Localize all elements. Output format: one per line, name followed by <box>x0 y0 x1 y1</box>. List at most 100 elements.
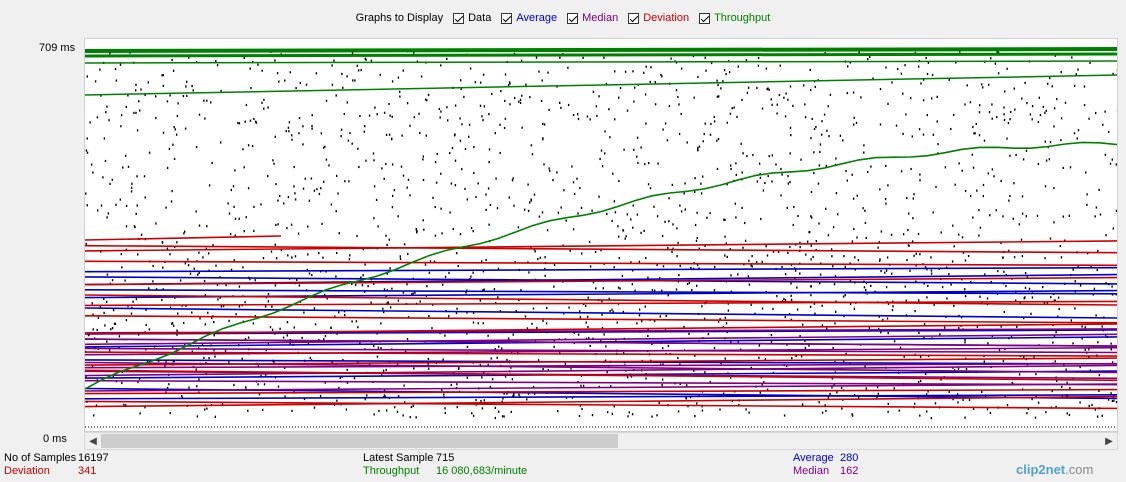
data-point <box>587 296 589 299</box>
data-point <box>987 172 989 175</box>
data-point <box>403 243 406 246</box>
data-point <box>362 274 364 277</box>
data-point <box>410 405 413 409</box>
data-point <box>388 102 390 106</box>
data-point <box>604 130 606 133</box>
data-point <box>789 85 792 88</box>
results-graph <box>84 47 1119 428</box>
checkbox-average[interactable]: Average <box>501 12 557 24</box>
checkbox-throughput-label: Throughput <box>714 12 771 24</box>
data-point <box>249 67 251 70</box>
data-point <box>654 289 656 292</box>
data-point <box>487 334 489 337</box>
data-point <box>678 103 680 106</box>
scroll-right-arrow-icon[interactable]: ▶ <box>1105 435 1113 447</box>
data-point <box>297 232 300 235</box>
scroll-left-arrow-icon[interactable]: ◀ <box>89 435 97 447</box>
data-point <box>454 184 457 187</box>
data-point <box>272 159 274 162</box>
data-point <box>507 337 510 340</box>
data-point <box>474 81 477 84</box>
data-point <box>470 227 473 230</box>
data-point <box>737 65 739 68</box>
data-point <box>852 91 855 94</box>
data-point <box>1073 84 1076 87</box>
data-point <box>761 107 764 110</box>
average-label: Average <box>793 452 834 464</box>
data-point <box>835 192 838 195</box>
data-point <box>269 326 272 329</box>
checkbox-median-box[interactable] <box>567 12 579 24</box>
data-point <box>541 211 544 214</box>
data-point <box>1026 412 1028 415</box>
data-point <box>145 323 147 327</box>
data-point <box>123 403 125 406</box>
data-point <box>1002 215 1004 218</box>
data-point <box>742 246 744 249</box>
data-point <box>410 293 413 296</box>
data-point <box>758 356 760 359</box>
data-point <box>538 70 540 73</box>
data-point <box>611 308 613 311</box>
data-point <box>399 95 401 98</box>
checkbox-deviation-box[interactable] <box>628 12 640 24</box>
data-point <box>171 190 173 193</box>
data-point <box>512 333 514 336</box>
data-point <box>427 357 430 360</box>
data-point <box>648 162 650 165</box>
data-point <box>986 297 989 300</box>
checkbox-throughput-box[interactable] <box>699 12 711 24</box>
data-point <box>136 175 138 178</box>
data-point <box>243 56 245 59</box>
data-point <box>173 126 175 129</box>
data-point <box>1029 113 1032 116</box>
data-point <box>385 133 388 136</box>
data-point <box>919 173 921 176</box>
data-point <box>740 142 742 145</box>
data-point <box>434 205 436 209</box>
data-point <box>472 414 475 417</box>
data-point <box>310 177 313 180</box>
data-point <box>869 55 871 59</box>
data-point <box>713 346 716 350</box>
data-point <box>245 103 248 107</box>
data-point <box>499 310 501 313</box>
horizontal-scrollbar[interactable]: ◀ ▶ <box>84 432 1118 450</box>
data-point <box>1023 317 1025 320</box>
data-point <box>680 112 682 116</box>
data-point <box>494 132 496 135</box>
data-point <box>581 252 583 255</box>
data-point <box>483 399 485 402</box>
data-point <box>1015 153 1017 156</box>
checkbox-data-box[interactable] <box>453 12 465 24</box>
data-point <box>879 123 882 126</box>
data-point <box>425 134 427 137</box>
data-point <box>1015 299 1017 302</box>
data-point <box>472 321 475 324</box>
checkbox-average-box[interactable] <box>501 12 513 24</box>
data-point <box>335 275 337 278</box>
data-point <box>560 106 562 109</box>
checkbox-data[interactable]: Data <box>453 12 491 24</box>
data-point <box>111 279 114 282</box>
data-point <box>617 225 619 228</box>
data-point <box>751 255 753 258</box>
data-point <box>267 293 270 296</box>
checkbox-median[interactable]: Median <box>567 12 618 24</box>
checkbox-deviation[interactable]: Deviation <box>628 12 689 24</box>
checkbox-throughput[interactable]: Throughput <box>699 12 770 24</box>
data-point <box>925 56 927 60</box>
data-point <box>540 99 543 102</box>
data-point <box>1063 363 1065 366</box>
data-point <box>695 239 698 242</box>
data-point <box>661 289 663 292</box>
data-point <box>301 336 303 339</box>
scroll-thumb[interactable] <box>101 434 618 448</box>
data-point <box>325 158 328 161</box>
data-point <box>661 234 664 237</box>
data-point <box>972 166 975 169</box>
data-point <box>161 74 163 77</box>
data-point <box>633 148 635 151</box>
data-point <box>818 164 821 167</box>
data-point <box>488 148 491 151</box>
